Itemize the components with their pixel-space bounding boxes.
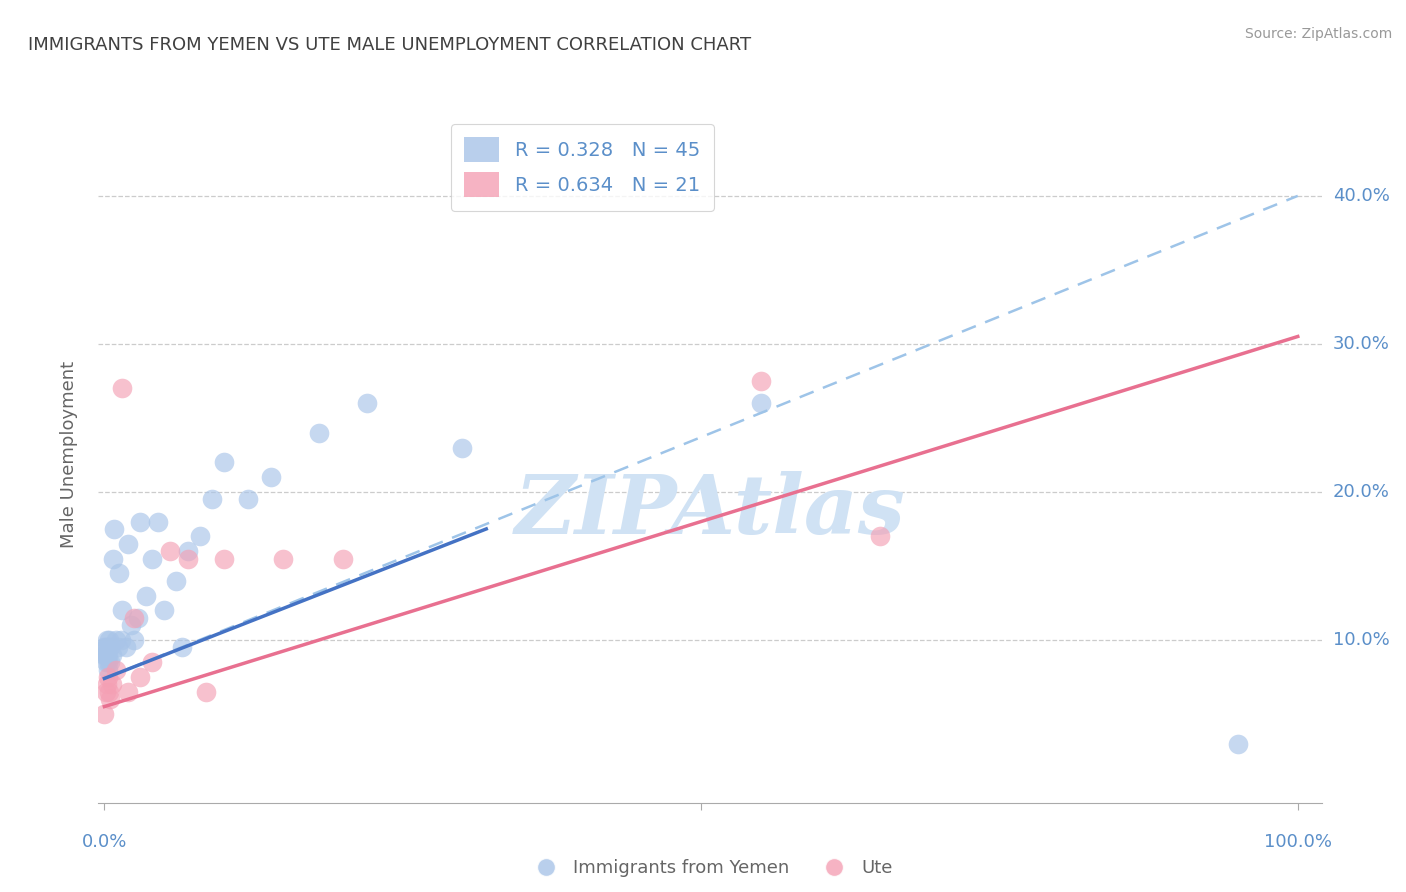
Point <box>201 492 224 507</box>
Point <box>93 640 115 655</box>
Point <box>177 551 200 566</box>
Point <box>170 640 193 655</box>
Point <box>110 632 132 647</box>
Text: 30.0%: 30.0% <box>1333 334 1389 353</box>
Point <box>103 522 125 536</box>
Point <box>177 544 200 558</box>
Point <box>93 648 115 662</box>
Point <box>96 640 118 655</box>
Point <box>101 551 124 566</box>
Point <box>120 618 142 632</box>
Point <box>98 685 121 699</box>
Point <box>122 611 145 625</box>
Text: Source: ZipAtlas.com: Source: ZipAtlas.com <box>1244 27 1392 41</box>
Point <box>212 551 235 566</box>
Point <box>146 515 169 529</box>
Point <box>451 441 474 455</box>
Point <box>93 706 115 721</box>
Point <box>105 632 128 647</box>
Point <box>97 663 120 677</box>
Point <box>212 455 235 469</box>
Point <box>98 655 121 669</box>
Point <box>135 589 157 603</box>
Point <box>236 492 259 507</box>
Point <box>107 566 129 581</box>
Point <box>97 648 120 662</box>
Point <box>98 632 121 647</box>
Point <box>749 396 772 410</box>
Point <box>260 470 283 484</box>
Point <box>98 640 121 655</box>
Point <box>111 381 134 395</box>
Text: IMMIGRANTS FROM YEMEN VS UTE MALE UNEMPLOYMENT CORRELATION CHART: IMMIGRANTS FROM YEMEN VS UTE MALE UNEMPL… <box>28 36 751 54</box>
Point <box>273 551 295 566</box>
Point <box>332 551 354 566</box>
Point <box>96 648 118 662</box>
Point <box>749 374 772 388</box>
Point <box>127 611 149 625</box>
Point <box>94 685 117 699</box>
Text: 0.0%: 0.0% <box>82 833 127 851</box>
Point <box>129 515 152 529</box>
Point <box>100 677 122 691</box>
Point <box>159 544 181 558</box>
Point <box>97 670 120 684</box>
Point <box>98 692 121 706</box>
Text: ZIPAtlas: ZIPAtlas <box>515 471 905 550</box>
Point <box>194 685 217 699</box>
Point <box>115 640 138 655</box>
Point <box>122 632 145 647</box>
Point <box>105 663 128 677</box>
Point <box>141 655 163 669</box>
Point <box>111 603 134 617</box>
Point <box>153 603 176 617</box>
Text: 40.0%: 40.0% <box>1333 186 1389 205</box>
Point <box>117 537 139 551</box>
Point <box>1227 737 1250 751</box>
Y-axis label: Male Unemployment: Male Unemployment <box>59 361 77 549</box>
Point <box>117 685 139 699</box>
Point <box>188 529 211 543</box>
Point <box>100 648 122 662</box>
Point <box>107 640 129 655</box>
Text: 20.0%: 20.0% <box>1333 483 1389 501</box>
Text: 100.0%: 100.0% <box>1264 833 1331 851</box>
Point <box>129 670 152 684</box>
Point <box>308 425 330 440</box>
Point <box>96 677 118 691</box>
Text: 10.0%: 10.0% <box>1333 631 1389 649</box>
Legend: Immigrants from Yemen, Ute: Immigrants from Yemen, Ute <box>520 852 900 884</box>
Point <box>94 648 117 662</box>
Point <box>96 632 118 647</box>
Point <box>356 396 378 410</box>
Point <box>97 655 120 669</box>
Point <box>165 574 187 588</box>
Point <box>94 655 117 669</box>
Point <box>869 529 891 543</box>
Point <box>141 551 163 566</box>
Point <box>94 640 117 655</box>
